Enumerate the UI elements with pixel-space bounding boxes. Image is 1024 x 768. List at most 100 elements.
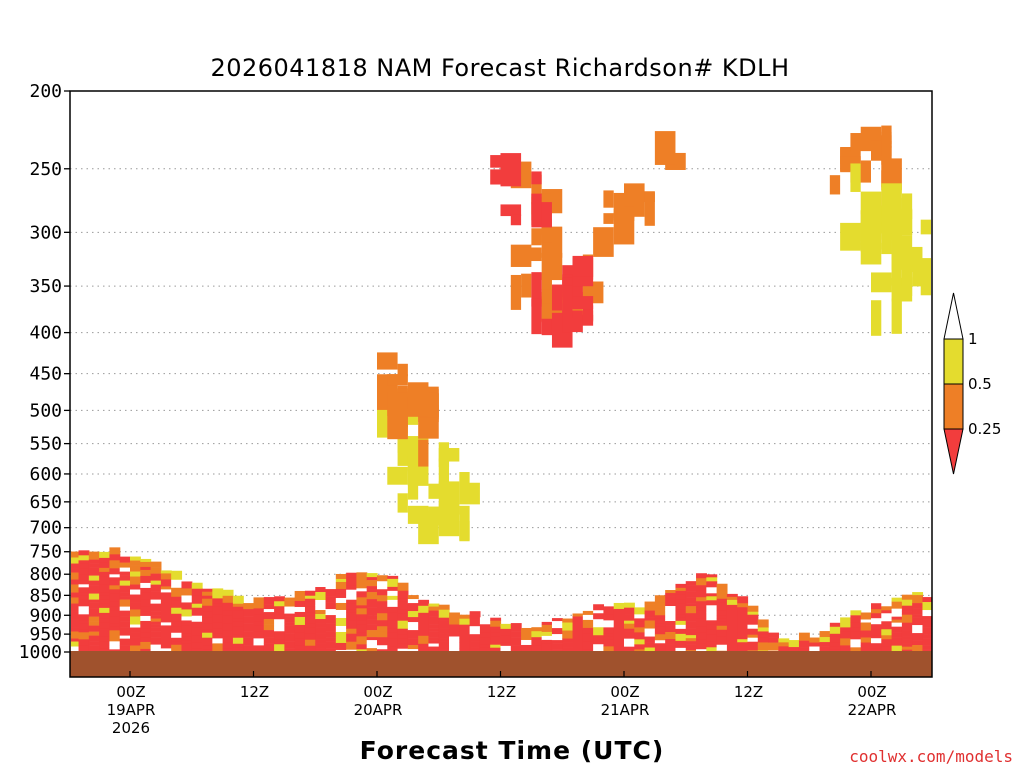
- ri-cell: [706, 647, 718, 652]
- ri-cell: [634, 627, 646, 633]
- ri-cell: [212, 649, 224, 652]
- ri-cell: [88, 559, 100, 564]
- ri-cell: [624, 623, 635, 629]
- ri-cell: [922, 597, 932, 603]
- ri-cell: [78, 555, 90, 561]
- ri-cell: [840, 631, 852, 639]
- ri-cell: [294, 624, 306, 634]
- ri-cell: [315, 639, 327, 644]
- ri-cell: [202, 588, 213, 593]
- ri-cell: [685, 613, 697, 622]
- ri-cell: [490, 636, 502, 645]
- ri-cell: [150, 644, 162, 652]
- ri-cell: [387, 586, 399, 592]
- ri-cell: [685, 597, 697, 604]
- ri-cell: [706, 605, 718, 613]
- ri-cell: [160, 637, 172, 644]
- ri-cell: [119, 596, 131, 600]
- ri-cell: [624, 628, 635, 632]
- ri-cell: [582, 641, 594, 651]
- ri-cell: [582, 627, 594, 635]
- ri-cell: [130, 594, 141, 603]
- ri-cell: [891, 616, 903, 620]
- ri-cell: [840, 638, 852, 646]
- ri-cell: [706, 587, 718, 594]
- ri-cell: [346, 572, 358, 579]
- ri-cell: [521, 639, 532, 646]
- ri-cell: [757, 627, 769, 632]
- ri-cell: [130, 560, 141, 566]
- x-tick-label: 12Z: [487, 683, 516, 701]
- ri-cell: [304, 623, 316, 629]
- ri-cell: [459, 648, 471, 652]
- ri-cell: [479, 617, 491, 625]
- ri-cell: [397, 598, 409, 603]
- ri-cell: [860, 191, 882, 215]
- ri-cell: [109, 641, 121, 647]
- ri-cell: [335, 649, 347, 652]
- ri-cell: [109, 626, 121, 631]
- ri-cell: [346, 612, 358, 622]
- ri-cell: [829, 175, 841, 195]
- ri-cell: [696, 649, 707, 652]
- ri-cell: [71, 631, 80, 639]
- ri-cell: [387, 595, 399, 601]
- ri-cell: [551, 284, 563, 311]
- ri-cell: [490, 632, 502, 637]
- ri-cell: [377, 620, 388, 627]
- ri-cell: [901, 594, 913, 600]
- ri-cell: [716, 615, 728, 620]
- ri-cell: [860, 210, 871, 241]
- ri-cell: [304, 595, 316, 600]
- ri-cell: [109, 568, 121, 575]
- ri-cell: [304, 633, 316, 641]
- ri-cell: [119, 567, 131, 572]
- ri-cell: [263, 637, 275, 644]
- ri-cell: [160, 648, 172, 652]
- ri-cell: [356, 632, 368, 637]
- ri-cell: [572, 636, 584, 643]
- ri-cell: [654, 626, 666, 635]
- ri-cell: [531, 171, 542, 185]
- ri-cell: [294, 616, 306, 626]
- ri-cell: [346, 649, 358, 652]
- ri-cell: [88, 567, 100, 576]
- ri-cell: [202, 623, 213, 631]
- ri-cell: [716, 590, 728, 600]
- ri-cell: [881, 621, 893, 626]
- ri-cell: [829, 626, 841, 635]
- ri-cell: [78, 550, 90, 556]
- ri-cell: [119, 556, 131, 563]
- ri-cell: [613, 608, 625, 614]
- ri-cell: [407, 382, 429, 417]
- ri-cell: [346, 585, 358, 591]
- ri-cell: [191, 615, 203, 623]
- ri-cell: [469, 619, 481, 627]
- ri-cell: [871, 624, 882, 630]
- ri-cell: [428, 631, 440, 638]
- ri-cell: [274, 606, 285, 615]
- ri-cell: [140, 620, 152, 630]
- ri-cell: [747, 637, 759, 643]
- ri-cell: [366, 615, 378, 620]
- ri-cell: [387, 599, 399, 608]
- ri-cell: [716, 602, 728, 612]
- ri-cell: [644, 636, 656, 643]
- ri-cell: [624, 602, 635, 608]
- ri-cell: [922, 616, 932, 620]
- ri-cell: [716, 636, 728, 646]
- ri-cell: [912, 592, 924, 596]
- ri-cell: [459, 638, 471, 643]
- ri-cell: [88, 641, 100, 646]
- ri-cell: [819, 642, 831, 647]
- ri-cell: [191, 642, 203, 650]
- ri-cell: [181, 625, 193, 634]
- ri-cell: [71, 589, 80, 593]
- ri-cell: [88, 616, 100, 622]
- ri-cell: [366, 648, 378, 652]
- ri-cell: [119, 585, 131, 593]
- ri-cell: [871, 300, 882, 336]
- ri-cell: [119, 616, 131, 622]
- ri-cell: [315, 623, 327, 628]
